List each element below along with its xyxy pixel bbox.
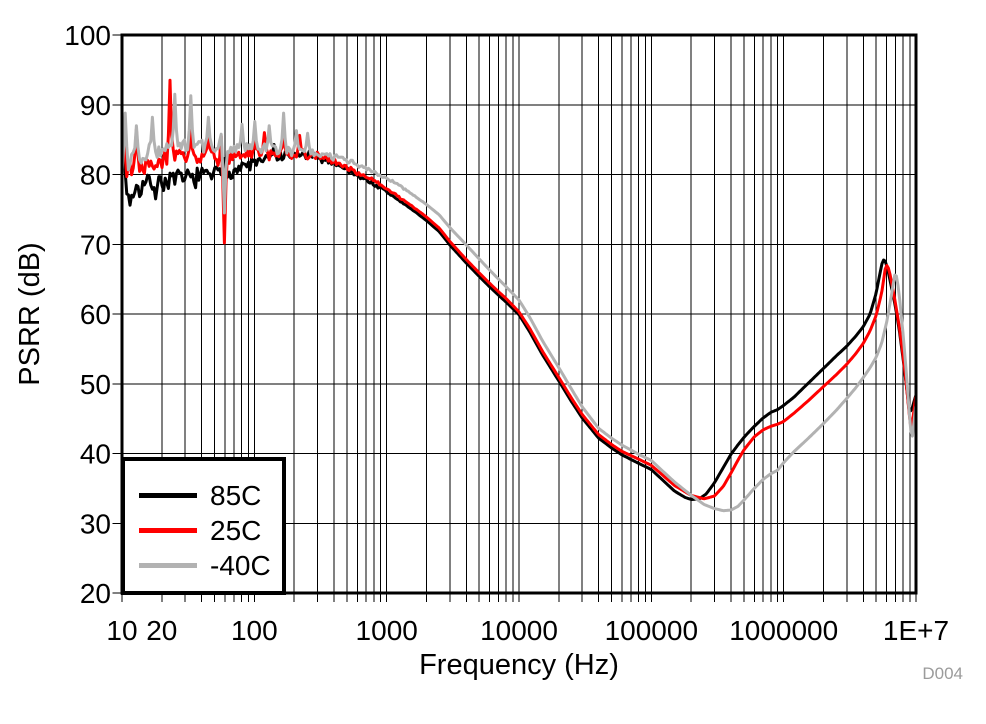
legend-swatch-85c xyxy=(139,493,197,498)
y-tick-label: 30 xyxy=(80,508,111,539)
y-axis-title: PSRR (dB) xyxy=(14,242,46,386)
x-tick-label: 10000 xyxy=(480,615,558,646)
tick-labels: 10 20 100 1000 10000 100000 1000000 1E+7 20 30 40 5… xyxy=(64,20,949,646)
y-tick-label: 80 xyxy=(80,160,111,191)
legend-item-25c: 25C xyxy=(139,513,282,548)
y-tick-label: 100 xyxy=(64,20,111,51)
legend-item-minus40c: -40C xyxy=(139,548,282,583)
x-tick-label: 100 xyxy=(231,615,278,646)
legend: 85C 25C -40C xyxy=(121,457,286,595)
gridlines xyxy=(122,35,916,593)
legend-label-minus40c: -40C xyxy=(210,549,271,581)
legend-swatch-25c xyxy=(139,528,197,533)
x-tick-label: 10 xyxy=(106,615,137,646)
plot-frame xyxy=(120,33,918,595)
y-tick-label: 50 xyxy=(80,369,111,400)
y-tick-label: 90 xyxy=(80,90,111,121)
legend-swatch-minus40c xyxy=(139,563,197,568)
y-tick-label: 20 xyxy=(80,578,111,609)
y-tick-label: 70 xyxy=(80,229,111,260)
legend-item-85c: 85C xyxy=(139,478,282,513)
x-tick-label: 1000000 xyxy=(729,615,838,646)
x-tick-label: 100000 xyxy=(605,615,698,646)
axis-ticks xyxy=(112,34,917,602)
series-curves xyxy=(120,78,918,513)
x-tick-label: 1E+7 xyxy=(883,615,949,646)
legend-label-25c: 25C xyxy=(210,514,262,546)
series-line--40C xyxy=(120,92,918,513)
x-tick-label: 20 xyxy=(146,615,177,646)
x-axis-title: Frequency (Hz) xyxy=(419,649,619,681)
x-tick-label: 1000 xyxy=(356,615,418,646)
series-line-85C xyxy=(120,131,918,501)
legend-label-85c: 85C xyxy=(210,479,262,511)
y-tick-label: 40 xyxy=(80,439,111,470)
figure-id-watermark: D004 xyxy=(922,664,963,683)
y-tick-label: 60 xyxy=(80,299,111,330)
